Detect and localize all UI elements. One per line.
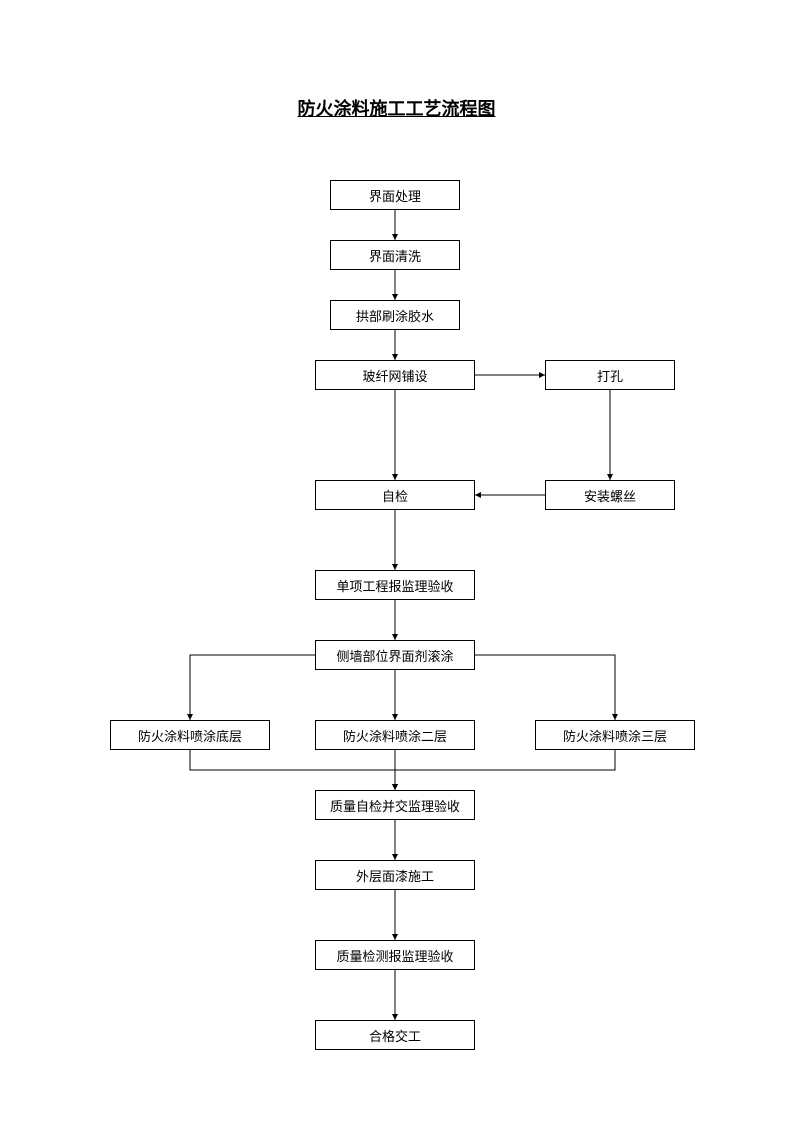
flowchart-node-n14: 外层面漆施工 xyxy=(315,860,475,890)
flowchart-node-n16: 合格交工 xyxy=(315,1020,475,1050)
flowchart-node-n2: 界面清洗 xyxy=(330,240,460,270)
flowchart-node-n4: 玻纤网铺设 xyxy=(315,360,475,390)
flowchart-node-n5: 打孔 xyxy=(545,360,675,390)
flowchart-node-n9: 侧墙部位界面剂滚涂 xyxy=(315,640,475,670)
page-title: 防火涂料施工工艺流程图 xyxy=(298,95,496,121)
flowchart-node-n10: 防火涂料喷涂底层 xyxy=(110,720,270,750)
flowchart-node-n7: 自检 xyxy=(315,480,475,510)
flowchart-node-n13: 质量自检并交监理验收 xyxy=(315,790,475,820)
edge-n9-n12 xyxy=(475,655,615,720)
flowchart-node-n6: 安装螺丝 xyxy=(545,480,675,510)
flowchart-node-n8: 单项工程报监理验收 xyxy=(315,570,475,600)
flowchart-node-n11: 防火涂料喷涂二层 xyxy=(315,720,475,750)
flowchart-node-n3: 拱部刷涂胶水 xyxy=(330,300,460,330)
flowchart-node-n15: 质量检测报监理验收 xyxy=(315,940,475,970)
edge-n12-n13 xyxy=(395,750,615,790)
flowchart-node-n12: 防火涂料喷涂三层 xyxy=(535,720,695,750)
edge-n10-n13 xyxy=(190,750,395,790)
edge-n9-n10 xyxy=(190,655,315,720)
flowchart-node-n1: 界面处理 xyxy=(330,180,460,210)
